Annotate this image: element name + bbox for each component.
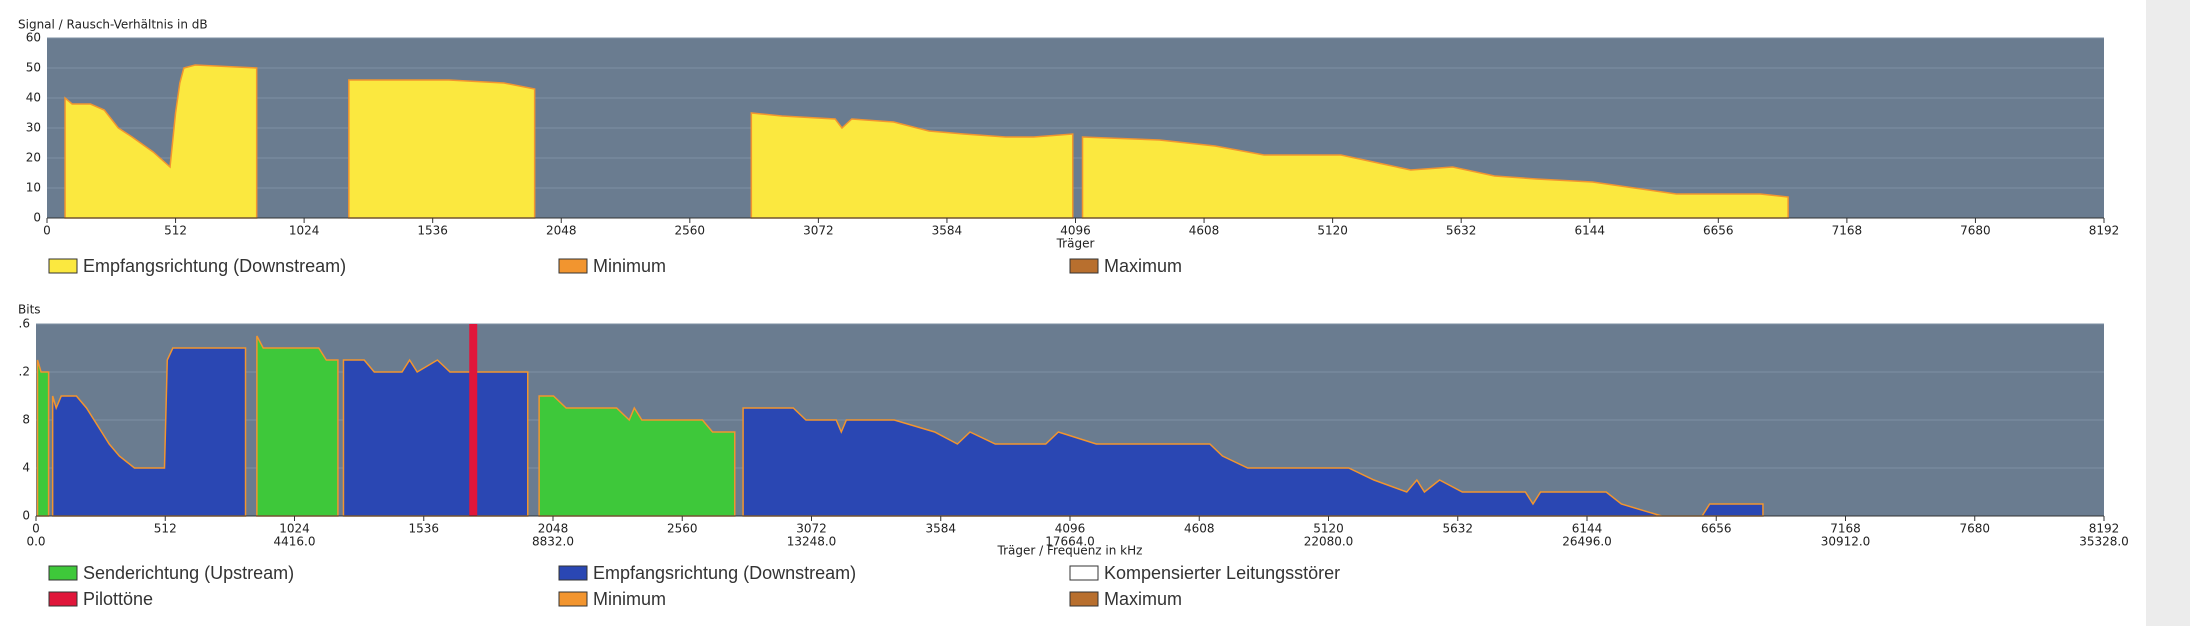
legend-label: Pilottöne	[83, 589, 153, 609]
y-tick-label: 50	[26, 61, 41, 75]
area	[742, 407, 1764, 517]
legend-label: Empfangsrichtung (Downstream)	[593, 563, 856, 583]
chart-title: Signal / Rausch-Verhältnis in dB	[18, 18, 208, 32]
legend-swatch	[558, 565, 588, 581]
x-tick-label: 512	[164, 224, 187, 238]
x-axis-title: Träger	[1056, 237, 1095, 251]
y-tick-label: 10	[26, 181, 41, 195]
legend-label: Senderichtung (Upstream)	[83, 563, 294, 583]
x-tick-label: 0	[43, 224, 51, 238]
x-tick-label: 3072	[803, 224, 834, 238]
x-tick-label: 7168	[1832, 224, 1863, 238]
frequency-tick-label: 4416.0	[274, 535, 316, 549]
x-tick-label: 4096	[1055, 522, 1086, 536]
legend-swatch	[1069, 258, 1099, 274]
frequency-tick-label: 30912.0	[1821, 535, 1871, 549]
x-tick-label: 8192	[2089, 224, 2120, 238]
frequency-tick-label: 17664.0	[1045, 535, 1095, 549]
x-tick-label: 2048	[546, 224, 577, 238]
area	[51, 347, 247, 517]
y-tick-label: .6	[19, 317, 30, 331]
y-tick-label: 0	[22, 509, 30, 523]
frequency-tick-label: 8832.0	[532, 535, 574, 549]
y-tick-label: 8	[22, 413, 30, 427]
x-tick-label: 5632	[1446, 224, 1477, 238]
x-tick-label: 6144	[1574, 224, 1605, 238]
legend-swatch	[1069, 565, 1099, 581]
x-tick-label: 6656	[1701, 522, 1732, 536]
x-tick-label: 4096	[1060, 224, 1091, 238]
y-tick-label: 40	[26, 91, 41, 105]
legend-label: Minimum	[593, 256, 666, 276]
x-tick-label: 1024	[289, 224, 320, 238]
legend-label: Empfangsrichtung (Downstream)	[83, 256, 346, 276]
x-tick-label: 7680	[1960, 224, 1991, 238]
y-tick-label: 20	[26, 151, 41, 165]
frequency-tick-label: 22080.0	[1304, 535, 1354, 549]
legend-swatch	[48, 258, 78, 274]
x-tick-label: 2560	[675, 224, 706, 238]
x-tick-label: 8192	[2089, 522, 2120, 536]
area	[538, 395, 736, 517]
x-tick-label: 6144	[1572, 522, 1603, 536]
legend-label: Maximum	[1104, 256, 1182, 276]
area	[1081, 136, 1789, 219]
frequency-tick-label: 0.0	[26, 535, 45, 549]
y-tick-label: .2	[19, 365, 30, 379]
area	[64, 64, 258, 219]
legend-label: Kompensierter Leitungsstörer	[1104, 563, 1340, 583]
x-tick-label: 7680	[1959, 522, 1990, 536]
y-tick-label: 4	[22, 461, 30, 475]
area	[750, 112, 1074, 219]
x-tick-label: 512	[154, 522, 177, 536]
frequency-tick-label: 35328.0	[2079, 535, 2129, 549]
y-tick-label: 30	[26, 121, 41, 135]
x-tick-label: 4608	[1189, 224, 1220, 238]
area	[348, 79, 536, 219]
x-tick-label: 1536	[408, 522, 439, 536]
y-tick-label: 0	[33, 211, 41, 225]
x-axis-title: Träger / Frequenz in kHz	[997, 544, 1143, 558]
x-tick-label: 5632	[1442, 522, 1473, 536]
x-tick-label: 2048	[538, 522, 569, 536]
pilot-tone	[469, 324, 478, 516]
x-tick-label: 6656	[1703, 224, 1734, 238]
frequency-tick-label: 26496.0	[1562, 535, 1612, 549]
legend-label: Maximum	[1104, 589, 1182, 609]
legend-swatch	[558, 591, 588, 607]
x-tick-label: 2560	[667, 522, 698, 536]
x-tick-label: 4608	[1184, 522, 1215, 536]
x-tick-label: 0	[32, 522, 40, 536]
x-tick-label: 1024	[279, 522, 310, 536]
legend-swatch	[1069, 591, 1099, 607]
x-tick-label: 1536	[417, 224, 448, 238]
x-tick-label: 5120	[1317, 224, 1348, 238]
x-tick-label: 5120	[1313, 522, 1344, 536]
scrollbar[interactable]	[2146, 0, 2190, 626]
area	[342, 358, 529, 517]
x-tick-label: 3584	[925, 522, 956, 536]
legend-swatch	[558, 258, 588, 274]
legend-swatch	[48, 591, 78, 607]
chart-title: Bits	[18, 303, 41, 317]
legend-swatch	[48, 565, 78, 581]
x-tick-label: 3584	[932, 224, 963, 238]
frequency-tick-label: 13248.0	[787, 535, 837, 549]
x-tick-label: 3072	[796, 522, 827, 536]
x-tick-label: 7168	[1830, 522, 1861, 536]
legend-label: Minimum	[593, 589, 666, 609]
area	[36, 359, 50, 517]
y-tick-label: 60	[26, 31, 41, 45]
area	[256, 335, 339, 517]
